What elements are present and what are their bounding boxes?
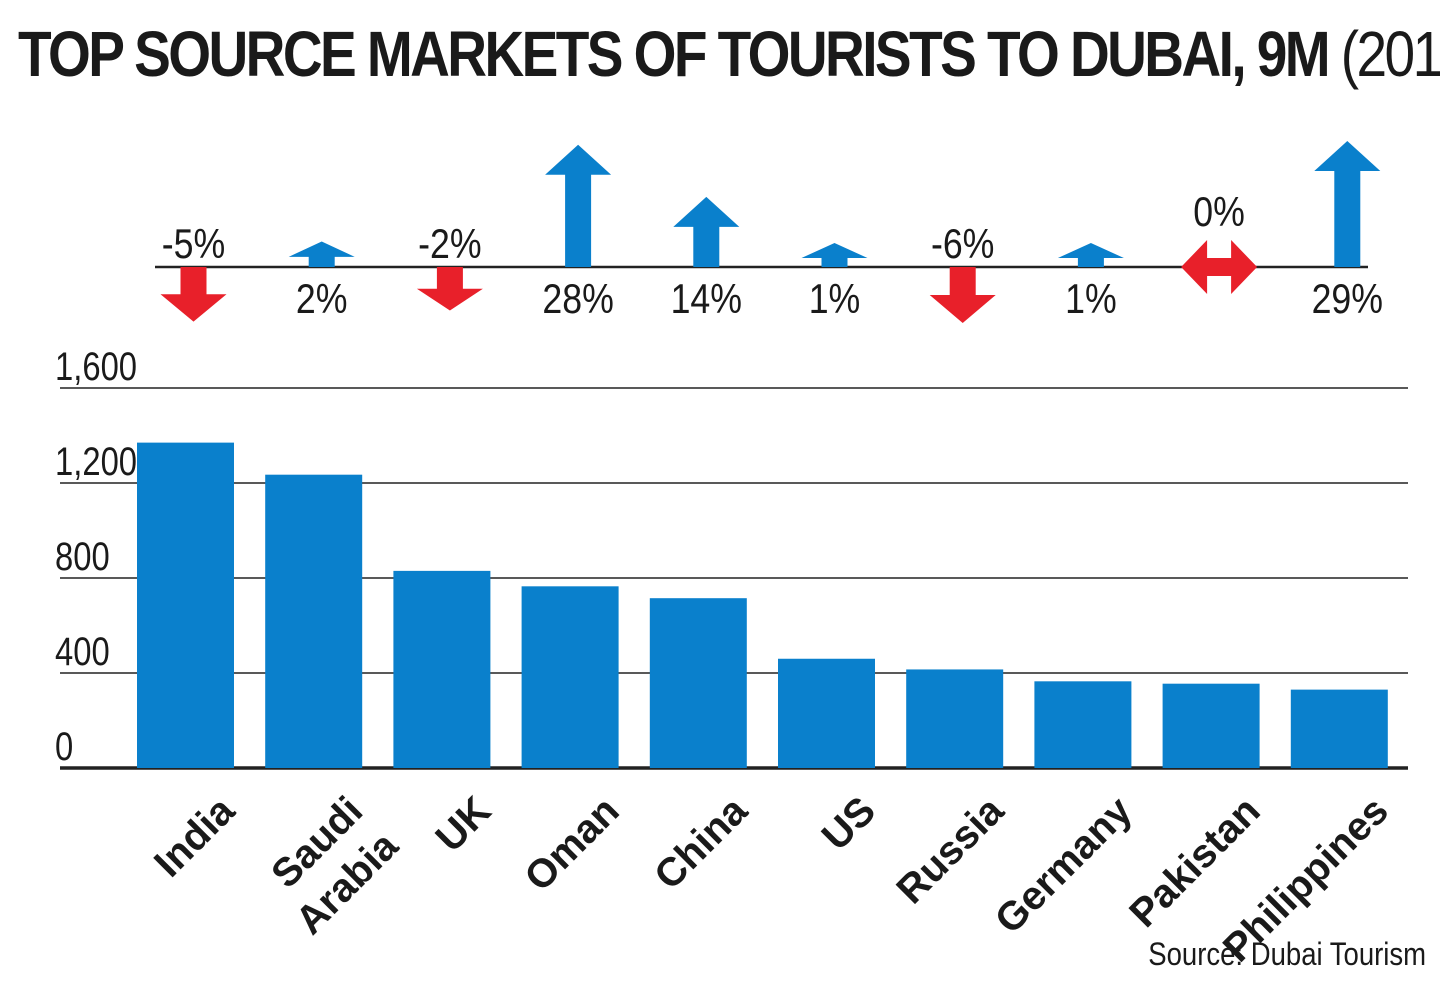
change-label: 14% [671,276,742,322]
bar [1162,683,1260,768]
x-tick-label-line: Germany [987,788,1141,942]
y-tick-label: 1,600 [55,344,137,389]
x-tick-label: India [146,788,244,886]
change-label: 2% [296,276,348,322]
change-label: 29% [1312,276,1383,322]
x-tick-label: UK [428,788,500,860]
x-tick-label: China [646,788,756,898]
bar [778,658,875,768]
change-indicators: -5% 2% -2% 28% 14% 1% -6% 1% 0% 29% [155,141,1383,323]
change-label: 1% [809,276,861,322]
bars [137,442,1388,768]
flat-arrow [1181,240,1258,294]
bar [137,442,234,768]
up-arrow [673,196,740,267]
x-tick-label: US [814,788,884,858]
change-label: 28% [542,276,613,322]
change-label: 0% [1193,189,1245,235]
down-arrow [416,267,483,311]
chart-title-main: TOP SOURCE MARKETS OF TOURISTS TO DUBAI,… [18,18,1331,90]
x-tick-label-line: Oman [516,788,627,899]
change-label: 1% [1065,276,1117,322]
down-arrow [929,267,996,323]
y-axis-tick-labels: 0 400 800 1,200 1,600 [55,344,137,769]
bar [649,598,747,768]
x-tick-label-line: India [146,788,244,886]
x-tick-label-line: US [814,788,884,858]
bar [1290,689,1388,768]
y-tick-label: 0 [55,724,73,769]
y-tick-label: 800 [55,534,110,579]
up-arrow [1057,243,1124,267]
up-arrow [1314,141,1381,267]
x-tick-label: Germany [987,788,1141,942]
bar [393,570,491,768]
up-arrow [801,243,868,267]
down-arrow [160,267,227,322]
source-note: Source: Dubai Tourism [1148,936,1426,972]
x-tick-label: Oman [516,788,627,899]
bar [1034,681,1132,768]
up-arrow [545,144,612,267]
change-label: -6% [931,221,994,267]
bar [265,474,363,768]
change-label: -5% [162,221,225,267]
up-arrow [288,241,355,267]
chart-title: TOP SOURCE MARKETS OF TOURISTS TO DUBAI,… [18,22,1440,86]
chart-title-year: (2019) [1340,18,1440,90]
x-tick-label: Russia [888,788,1012,912]
y-tick-label: 1,200 [55,439,137,484]
x-tick-label-line: Russia [888,788,1012,912]
x-tick-label-line: China [646,788,756,898]
x-tick-label-line: UK [428,788,500,860]
bar [521,586,619,768]
y-tick-label: 400 [55,629,110,674]
bar [906,669,1004,768]
change-label: -2% [418,221,481,267]
